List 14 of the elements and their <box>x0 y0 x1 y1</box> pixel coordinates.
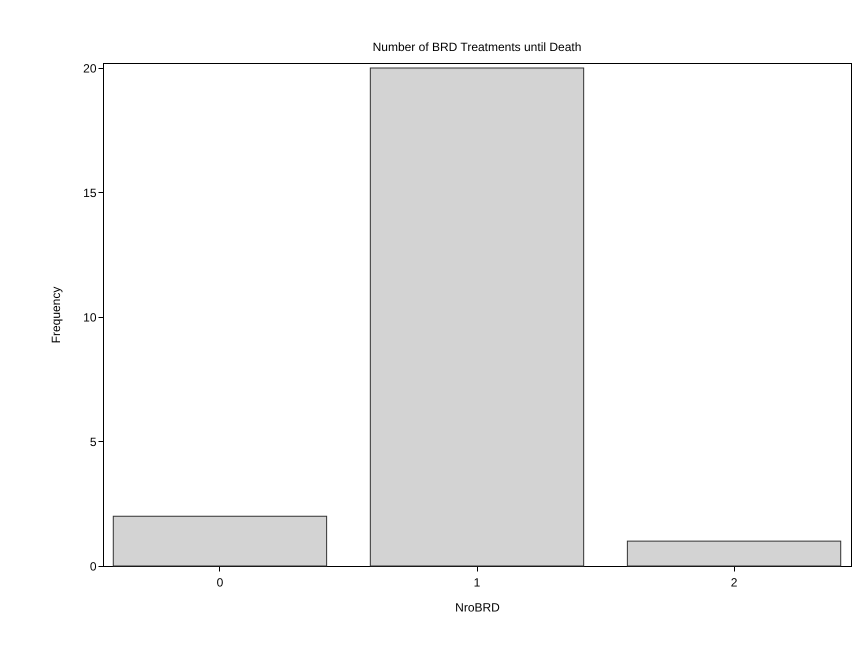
chart-title: Number of BRD Treatments until Death <box>372 40 582 54</box>
x-tick-label: 0 <box>216 576 224 590</box>
bar <box>112 516 328 566</box>
y-tick-label: 5 <box>90 434 97 449</box>
bar <box>626 540 842 566</box>
x-axis-title: NroBRD <box>455 600 500 614</box>
y-tick-label: 0 <box>90 560 97 574</box>
x-tick-label: 1 <box>474 576 481 590</box>
x-tick-label: 2 <box>730 576 738 590</box>
y-tick-label: 15 <box>83 186 97 200</box>
bar <box>370 67 584 566</box>
y-tick-label: 20 <box>83 61 97 76</box>
y-tick-label: 10 <box>83 310 97 324</box>
y-axis-title: Frequency <box>49 286 64 344</box>
